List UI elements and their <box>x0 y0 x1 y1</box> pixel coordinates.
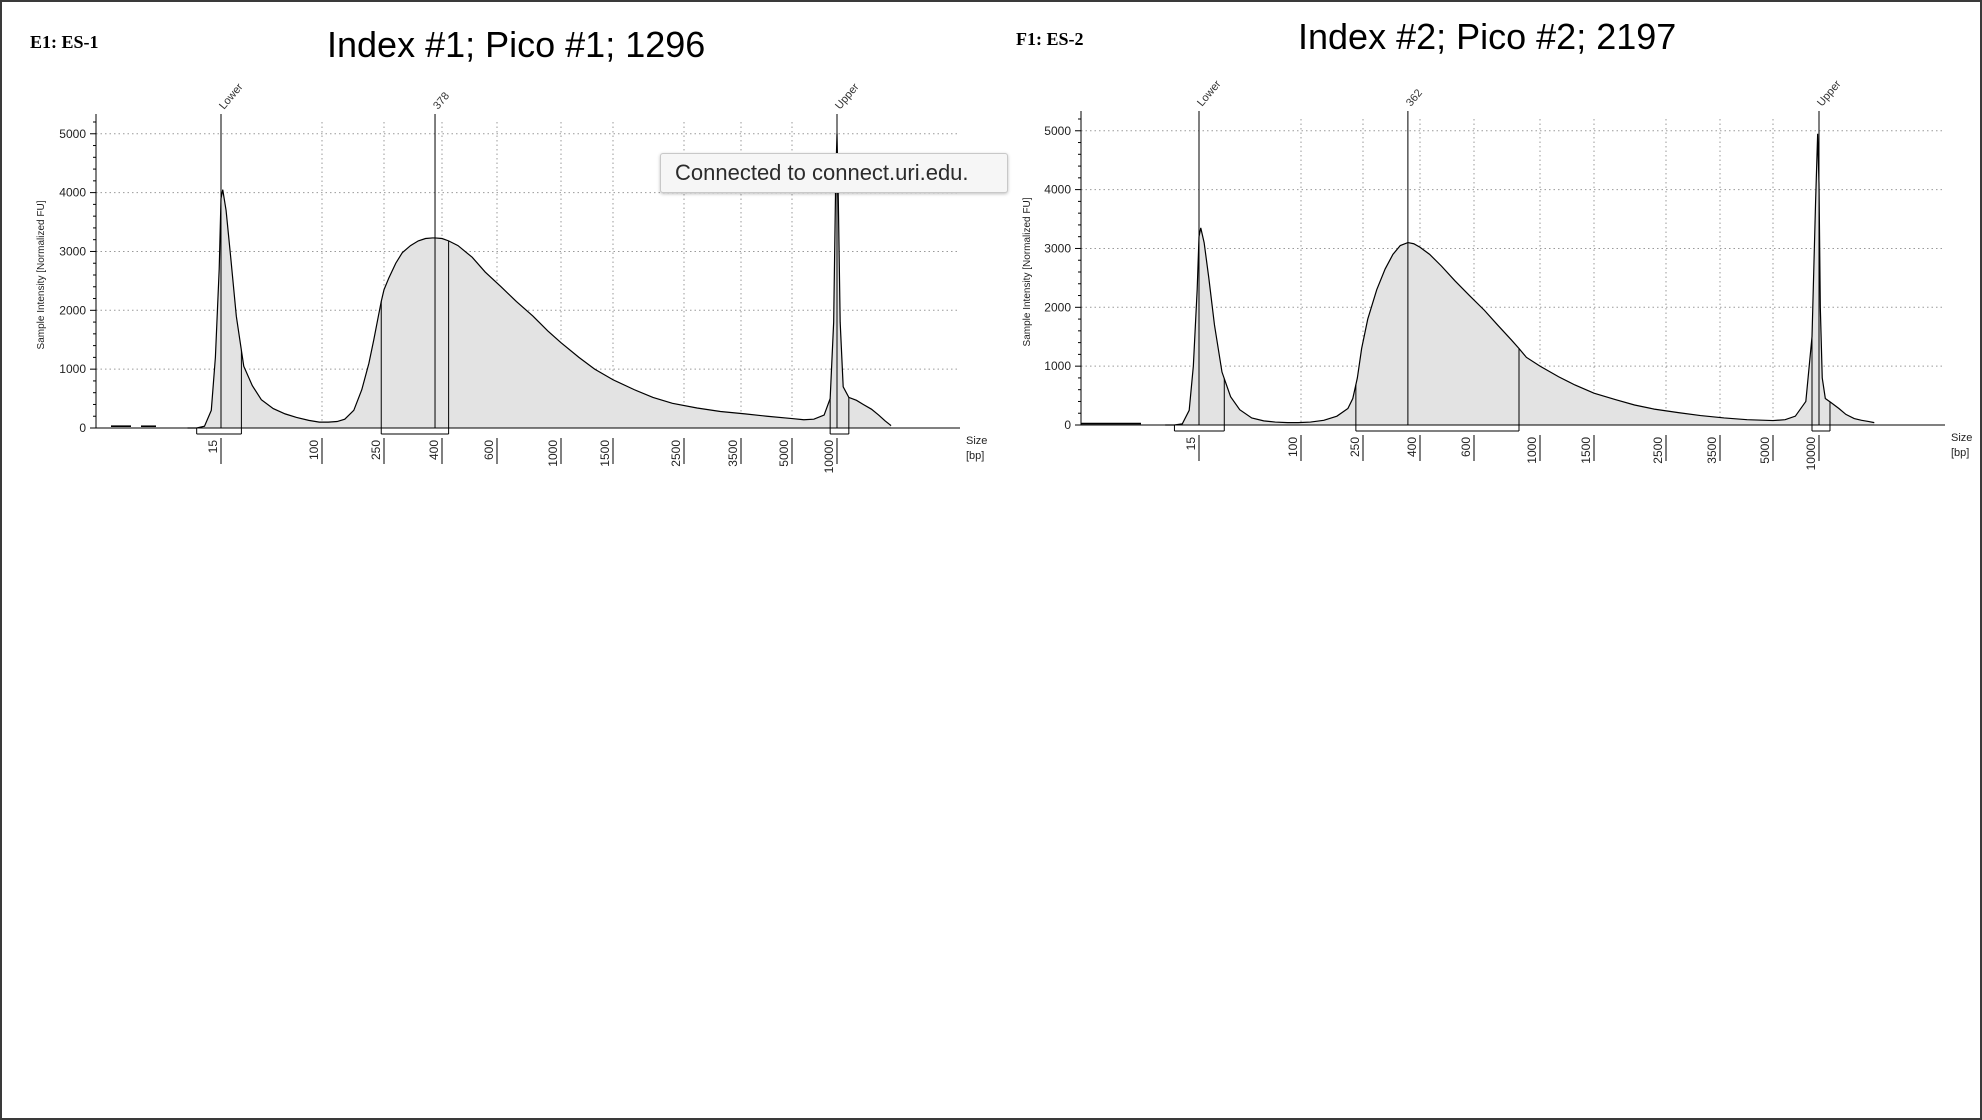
x-axis-title: Size <box>1951 432 1972 444</box>
trace-line <box>1165 133 1875 426</box>
peak-label: Lower <box>1195 78 1224 109</box>
chart-title-index-1: Index #1; Pico #1; 1296 <box>327 24 706 65</box>
peak-label: Lower <box>217 81 246 112</box>
y-tick-label: 1000 <box>59 362 86 376</box>
x-tick-label: 15 <box>1184 437 1198 451</box>
peak-label: Upper <box>833 81 862 112</box>
x-tick-label: 1500 <box>1579 437 1593 464</box>
y-axis-title: Sample Intensity [Normalized FU] <box>36 200 47 349</box>
x-axis-title: [bp] <box>966 450 984 462</box>
trace-line <box>187 133 892 429</box>
x-tick-label: 3500 <box>1705 437 1719 464</box>
x-tick-label: 2500 <box>669 440 683 467</box>
y-tick-label: 3000 <box>59 244 86 258</box>
electropherogram-chart-2: Lower 362 Upper 0 1000 2000 3000 4000 5000 Sample… <box>1022 78 1972 471</box>
trace-area-fill <box>1165 133 1875 425</box>
y-tick-label: 0 <box>79 421 86 435</box>
x-tick-label: 250 <box>369 440 383 460</box>
x-tick-label: 600 <box>1459 437 1473 457</box>
y-tick-label: 1000 <box>1044 359 1071 373</box>
x-tick-label: 10000 <box>1804 437 1818 471</box>
x-tick-label: 600 <box>482 440 496 460</box>
x-tick-label: 5000 <box>777 440 791 467</box>
y-tick-label: 0 <box>1064 418 1071 432</box>
peak-label: 362 <box>1404 87 1425 109</box>
sample-label-f1: F1: ES-2 <box>1016 29 1084 49</box>
y-tick-label: 4000 <box>59 186 86 200</box>
peak-label: Upper <box>1815 78 1844 109</box>
connection-tooltip: Connected to connect.uri.edu. <box>660 153 1008 193</box>
x-tick-label: 1500 <box>598 440 612 467</box>
x-tick-label: 15 <box>206 440 220 454</box>
trace-area-fill <box>187 133 892 428</box>
x-tick-label: 250 <box>1348 437 1362 457</box>
sample-label-e1: E1: ES-1 <box>30 32 99 52</box>
y-tick-label: 4000 <box>1044 183 1071 197</box>
x-axis-title: [bp] <box>1951 447 1969 459</box>
x-tick-label: 100 <box>1286 437 1300 457</box>
y-tick-label: 5000 <box>59 127 86 141</box>
x-tick-label: 10000 <box>822 440 836 474</box>
x-tick-label: 1000 <box>546 440 560 467</box>
x-tick-label: 400 <box>427 440 441 460</box>
y-tick-label: 3000 <box>1044 241 1071 255</box>
x-tick-label: 100 <box>307 440 321 460</box>
x-tick-label: 5000 <box>1758 437 1772 464</box>
y-tick-label: 2000 <box>59 303 86 317</box>
x-tick-label: 400 <box>1405 437 1419 457</box>
x-tick-label: 3500 <box>726 440 740 467</box>
electropherogram-chart-1: Lower 378 Upper 0 1000 2000 3000 4000 5000 Sample… <box>36 81 987 474</box>
peak-label: 378 <box>431 90 452 112</box>
y-axis-title: Sample Intensity [Normalized FU] <box>1022 197 1033 346</box>
y-tick-label: 5000 <box>1044 124 1071 138</box>
y-tick-label: 2000 <box>1044 300 1071 314</box>
x-tick-label: 2500 <box>1651 437 1665 464</box>
x-tick-label: 1000 <box>1525 437 1539 464</box>
chart-title-index-2: Index #2; Pico #2; 2197 <box>1298 16 1677 57</box>
x-axis-title: Size <box>966 435 987 447</box>
